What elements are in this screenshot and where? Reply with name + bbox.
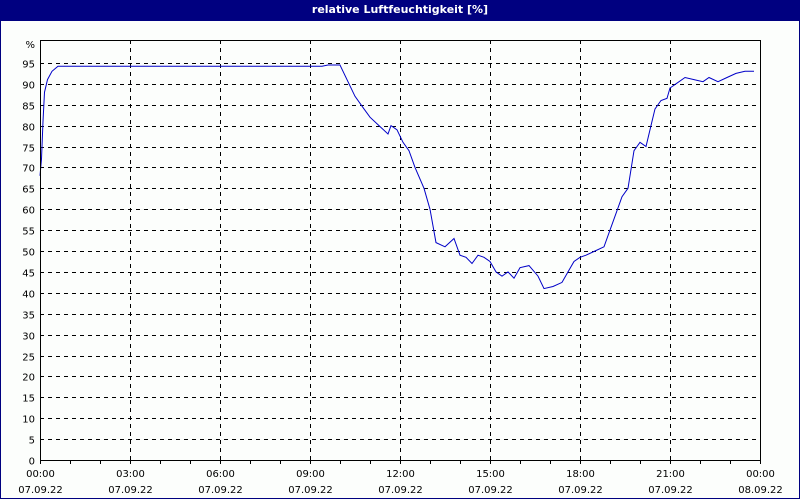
y-tick-label: 25 [22,353,35,364]
y-tick-label: 90 [22,81,35,92]
y-tick-label: 85 [22,102,35,113]
y-tick-label: 15 [22,394,35,405]
y-tick-label: 35 [22,311,35,322]
chart-title: relative Luftfeuchtigkeit [%] [0,0,800,21]
y-axis-ticks: 0 5 10 15 20 25 30 35 40 45 50 55 60 65 70 75 80 85 90 95% [22,40,35,468]
y-tick-label: 65 [22,185,35,196]
humidity-series-line [39,64,754,290]
y-tick-label: 20 [22,373,35,384]
x-tick-time: 12:00 [386,469,415,480]
x-tick-date: 07.09.22 [378,485,423,496]
y-tick-label: 60 [22,206,35,217]
x-tick-time: 03:00 [116,469,145,480]
x-tick-date: 07.09.22 [108,485,153,496]
y-tick-label: 45 [22,269,35,280]
x-tick-time: 06:00 [206,469,235,480]
y-tick-label: 0 [29,457,35,468]
y-tick-label: 10 [22,415,35,426]
x-tick-time: 00:00 [26,469,55,480]
x-tick-date: 07.09.22 [558,485,603,496]
x-tick-date: 07.09.22 [18,485,63,496]
y-tick-label: 75 [22,144,35,155]
x-axis-ticks: 00:00 07.09.22 03:00 07.09.22 06:00 07.09.22 0… [18,460,783,496]
y-tick-label: 70 [22,164,35,175]
y-tick-label: 30 [22,332,35,343]
y-tick-label: 80 [22,123,35,134]
x-tick-time: 21:00 [656,469,685,480]
x-tick-time: 09:00 [296,469,325,480]
x-tick-time: 15:00 [476,469,505,480]
x-tick-date: 07.09.22 [288,485,333,496]
y-tick-label: 40 [22,290,35,301]
y-tick-label: 50 [22,248,35,259]
y-tick-label: 5 [29,436,35,447]
y-tick-label: 95 [22,60,35,71]
x-tick-time: 18:00 [566,469,595,480]
x-tick-date: 07.09.22 [648,485,693,496]
x-tick-date: 08.09.22 [738,485,783,496]
x-tick-time: 00:00 [746,469,775,480]
x-tick-date: 07.09.22 [468,485,513,496]
grid-lines [40,40,760,460]
y-unit-label: % [25,40,35,51]
x-tick-date: 07.09.22 [198,485,243,496]
y-tick-label: 55 [22,227,35,238]
